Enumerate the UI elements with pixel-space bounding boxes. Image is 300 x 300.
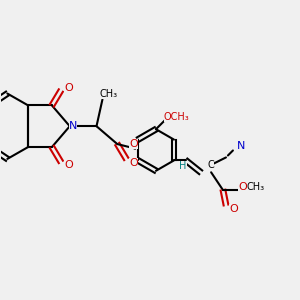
Text: CH₃: CH₃ xyxy=(99,88,118,98)
Text: O: O xyxy=(238,182,247,192)
Text: O: O xyxy=(129,139,138,149)
Text: O: O xyxy=(64,82,73,93)
Text: N: N xyxy=(68,121,77,131)
Text: O: O xyxy=(64,160,73,170)
Text: O: O xyxy=(229,204,238,214)
Text: C: C xyxy=(208,160,214,170)
Text: O: O xyxy=(129,158,138,168)
Text: H: H xyxy=(179,161,187,171)
Text: N: N xyxy=(237,140,245,151)
Text: OCH₃: OCH₃ xyxy=(164,112,190,122)
Text: CH₃: CH₃ xyxy=(247,182,265,192)
